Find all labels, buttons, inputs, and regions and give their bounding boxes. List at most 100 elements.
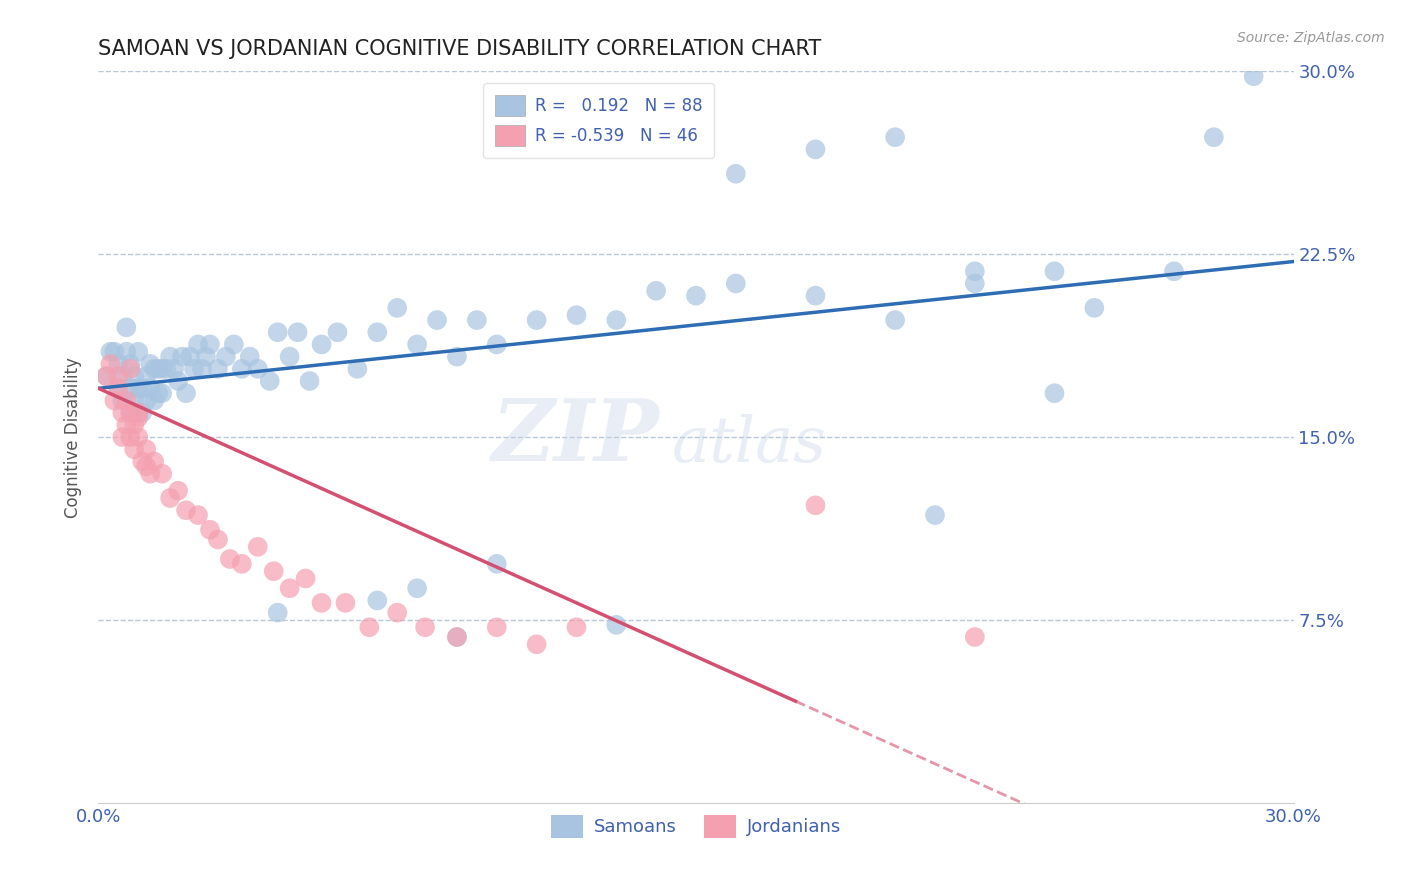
Point: [1243, 69, 1265, 83]
Point: [685, 288, 707, 302]
Point: [148, 386, 170, 401]
Point: [191, 361, 214, 376]
Point: [120, 406, 142, 420]
Point: [167, 483, 190, 498]
Point: [131, 454, 153, 468]
Point: [446, 630, 468, 644]
Point: [115, 344, 138, 359]
Point: [131, 406, 153, 420]
Point: [98, 344, 122, 359]
Point: [385, 301, 409, 315]
Point: [174, 503, 197, 517]
Point: [167, 374, 190, 388]
Point: [174, 386, 197, 401]
Point: [963, 264, 986, 278]
Point: [107, 369, 129, 384]
Point: [148, 361, 170, 376]
Point: [311, 337, 333, 351]
Point: [263, 564, 285, 578]
Point: [246, 540, 269, 554]
Point: [195, 350, 218, 364]
Point: [565, 308, 588, 322]
Point: [526, 313, 548, 327]
Point: [335, 596, 357, 610]
Point: [150, 386, 173, 401]
Point: [107, 381, 129, 395]
Point: [120, 381, 142, 395]
Point: [804, 499, 827, 513]
Point: [924, 508, 946, 522]
Point: [187, 508, 209, 522]
Point: [485, 337, 508, 351]
Text: atlas: atlas: [672, 414, 827, 475]
Point: [96, 369, 118, 384]
Point: [127, 410, 149, 425]
Point: [139, 381, 162, 395]
Point: [127, 381, 149, 395]
Point: [139, 467, 162, 481]
Point: [1163, 264, 1185, 278]
Point: [111, 430, 134, 444]
Point: [465, 313, 488, 327]
Point: [446, 630, 468, 644]
Point: [294, 572, 316, 586]
Point: [127, 406, 149, 420]
Text: SAMOAN VS JORDANIAN COGNITIVE DISABILITY CORRELATION CHART: SAMOAN VS JORDANIAN COGNITIVE DISABILITY…: [98, 38, 821, 59]
Point: [231, 361, 253, 376]
Point: [127, 406, 149, 420]
Point: [446, 350, 468, 364]
Point: [1083, 301, 1105, 315]
Point: [366, 325, 388, 339]
Point: [143, 361, 166, 376]
Point: [413, 620, 436, 634]
Point: [278, 581, 301, 595]
Text: Source: ZipAtlas.com: Source: ZipAtlas.com: [1237, 31, 1385, 45]
Text: ZIP: ZIP: [492, 395, 661, 479]
Point: [605, 617, 627, 632]
Point: [150, 467, 173, 481]
Point: [103, 344, 125, 359]
Point: [366, 593, 388, 607]
Point: [135, 393, 157, 408]
Point: [219, 552, 242, 566]
Point: [163, 361, 186, 376]
Point: [139, 357, 162, 371]
Point: [963, 277, 986, 291]
Point: [884, 130, 907, 145]
Point: [385, 606, 409, 620]
Point: [426, 313, 449, 327]
Point: [143, 454, 166, 468]
Point: [207, 533, 229, 547]
Point: [115, 417, 138, 432]
Point: [135, 442, 157, 457]
Point: [135, 459, 157, 474]
Point: [179, 350, 201, 364]
Point: [406, 581, 429, 595]
Point: [131, 381, 153, 395]
Y-axis label: Cognitive Disability: Cognitive Disability: [65, 357, 83, 517]
Point: [278, 350, 301, 364]
Point: [222, 337, 245, 351]
Point: [884, 313, 907, 327]
Point: [326, 325, 349, 339]
Point: [1202, 130, 1225, 145]
Point: [187, 337, 209, 351]
Point: [804, 142, 827, 156]
Point: [359, 620, 381, 634]
Point: [155, 361, 177, 376]
Point: [183, 361, 205, 376]
Point: [150, 361, 173, 376]
Point: [231, 557, 253, 571]
Point: [96, 369, 118, 384]
Point: [259, 374, 281, 388]
Point: [239, 350, 262, 364]
Point: [311, 596, 333, 610]
Point: [159, 491, 181, 505]
Point: [605, 313, 627, 327]
Point: [172, 350, 194, 364]
Point: [406, 337, 429, 351]
Point: [267, 325, 290, 339]
Point: [287, 325, 309, 339]
Point: [124, 393, 146, 408]
Point: [565, 620, 588, 634]
